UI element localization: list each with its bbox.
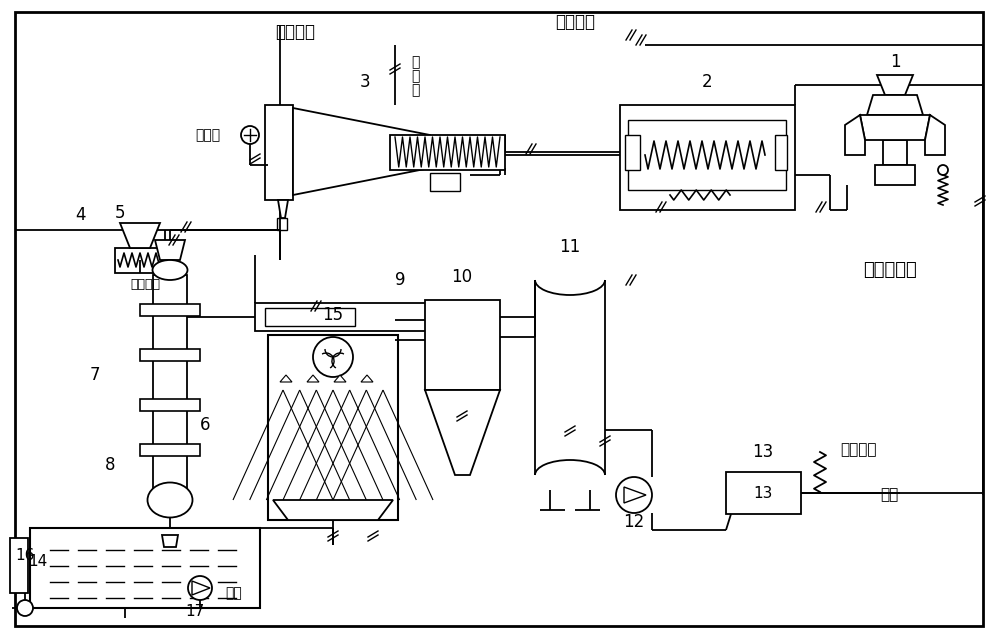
- Bar: [628, 120, 786, 190]
- Text: 1: 1: [890, 53, 900, 71]
- Ellipse shape: [152, 260, 188, 280]
- Text: 高温气体: 高温气体: [555, 13, 595, 31]
- Polygon shape: [280, 375, 292, 382]
- Text: 11: 11: [559, 238, 581, 256]
- Bar: [255, 303, 470, 331]
- Text: 基础油回收: 基础油回收: [863, 261, 917, 279]
- Polygon shape: [162, 535, 178, 547]
- Text: 7: 7: [90, 366, 100, 384]
- Polygon shape: [155, 240, 185, 260]
- Polygon shape: [925, 115, 945, 155]
- Bar: [153, 275, 187, 495]
- Polygon shape: [192, 581, 210, 595]
- Text: 4: 4: [75, 206, 85, 224]
- Text: 空: 空: [411, 69, 419, 83]
- Circle shape: [938, 165, 948, 175]
- Polygon shape: [845, 115, 865, 155]
- Polygon shape: [334, 375, 346, 382]
- Bar: [265, 308, 355, 326]
- Bar: [265, 105, 293, 200]
- Bar: [140, 399, 200, 411]
- Text: 2: 2: [702, 73, 712, 91]
- Text: 补水: 补水: [225, 586, 242, 600]
- Circle shape: [616, 477, 652, 513]
- Ellipse shape: [148, 482, 192, 517]
- Text: 17: 17: [185, 604, 205, 619]
- Polygon shape: [278, 200, 288, 218]
- Text: 13: 13: [752, 443, 774, 461]
- Bar: [140, 444, 200, 456]
- Bar: [10, 538, 28, 593]
- Text: 湿: 湿: [411, 55, 419, 69]
- Text: 13: 13: [753, 486, 773, 500]
- Bar: [625, 135, 640, 170]
- Bar: [30, 528, 260, 608]
- Polygon shape: [307, 375, 319, 382]
- Circle shape: [241, 126, 259, 144]
- Polygon shape: [425, 390, 500, 475]
- Text: 喷入空气: 喷入空气: [130, 279, 160, 292]
- Bar: [883, 140, 907, 165]
- Bar: [875, 165, 915, 185]
- Text: 电力输出: 电力输出: [840, 443, 876, 457]
- Text: 16: 16: [15, 548, 35, 563]
- Bar: [140, 304, 200, 316]
- Bar: [115, 248, 170, 273]
- Bar: [726, 472, 801, 514]
- Text: 气: 气: [411, 83, 419, 97]
- Text: 9: 9: [395, 271, 405, 289]
- Text: 14: 14: [28, 554, 48, 569]
- Circle shape: [17, 600, 33, 616]
- Bar: [140, 349, 200, 361]
- Polygon shape: [877, 75, 913, 95]
- Bar: [277, 218, 287, 230]
- Bar: [390, 135, 505, 170]
- Text: 低温气体: 低温气体: [275, 23, 315, 41]
- Polygon shape: [624, 487, 646, 503]
- Text: 6: 6: [200, 416, 210, 434]
- Text: 15: 15: [322, 306, 344, 324]
- Bar: [620, 105, 795, 210]
- Bar: [430, 173, 460, 191]
- Text: 排气: 排气: [880, 487, 898, 503]
- Circle shape: [313, 337, 353, 377]
- Bar: [775, 135, 787, 170]
- Text: 12: 12: [623, 513, 645, 531]
- Bar: [425, 300, 500, 390]
- Text: 3: 3: [360, 73, 370, 91]
- Polygon shape: [293, 108, 430, 195]
- Bar: [268, 335, 398, 520]
- Text: 5: 5: [115, 204, 125, 222]
- Text: 干空气: 干空气: [195, 128, 220, 142]
- Polygon shape: [273, 500, 393, 520]
- Circle shape: [188, 576, 212, 600]
- Polygon shape: [867, 95, 923, 115]
- Text: 10: 10: [451, 268, 473, 286]
- Polygon shape: [860, 115, 930, 140]
- Polygon shape: [120, 223, 160, 248]
- Text: 8: 8: [105, 456, 115, 474]
- Polygon shape: [361, 375, 373, 382]
